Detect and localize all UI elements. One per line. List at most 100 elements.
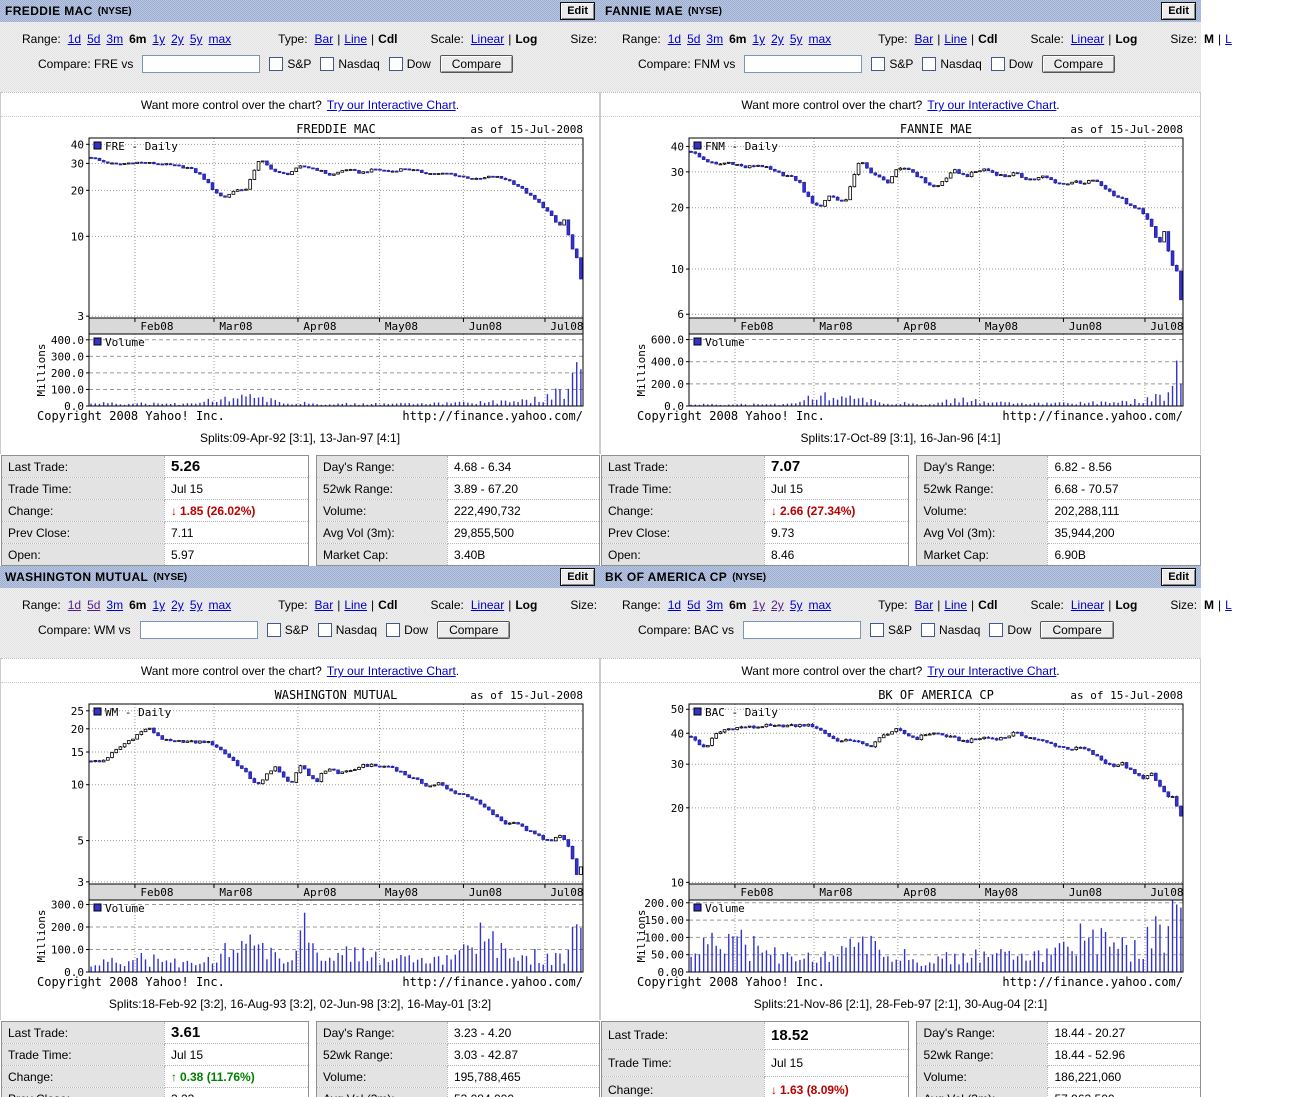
chart-controls: Range: 1d 5d 3m 6m 1y 2y 5y max Type: Bar | Line |…: [600, 22, 1232, 92]
checkbox-sp[interactable]: [870, 623, 885, 637]
size-options: M|L: [1201, 32, 1235, 46]
chart-options-row: Range: 1d 5d 3m 6m 1y 2y 5y max Type: Bar | Line |…: [0, 596, 632, 612]
checkbox-nasdaq[interactable]: [921, 623, 936, 637]
compare-button[interactable]: Compare: [1040, 621, 1114, 639]
interactive-chart-link[interactable]: Try our Interactive Chart: [326, 98, 456, 112]
chart-options-row: Range: 1d 5d 3m 6m 1y 2y 5y max Type: Bar | Line |…: [600, 30, 1232, 46]
range-option-2y[interactable]: 2y: [171, 32, 184, 46]
compare-input[interactable]: [744, 55, 863, 73]
interactive-chart-link[interactable]: Try our Interactive Chart: [927, 98, 1057, 112]
range-option-5d[interactable]: 5d: [87, 32, 101, 46]
range-group: Range: 1d 5d 3m 6m 1y 2y 5y max: [622, 32, 834, 46]
scale-options: Linear | Log: [1068, 32, 1140, 46]
compare-input[interactable]: [142, 55, 261, 73]
range-options: 1d 5d 3m 6m 1y 2y 5y max: [665, 598, 834, 612]
range-option-3m[interactable]: 3m: [106, 598, 124, 612]
scale-option-linear[interactable]: Linear: [470, 32, 505, 46]
checkbox-dow[interactable]: [990, 57, 1005, 71]
range-option-5d[interactable]: 5d: [687, 598, 701, 612]
quote-label: Market Cap:: [322, 547, 389, 562]
interactive-chart-promo: Want more control over the chart? Try our…: [601, 658, 1200, 683]
interactive-chart-link[interactable]: Try our Interactive Chart: [927, 664, 1057, 678]
range-option-max[interactable]: max: [808, 598, 832, 612]
checkbox-item: Nasdaq: [921, 623, 980, 637]
range-option-5y[interactable]: 5y: [789, 598, 803, 612]
range-option-3m[interactable]: 3m: [106, 32, 124, 46]
range-option-3m[interactable]: 3m: [706, 598, 724, 612]
svg-text:WM - Daily: WM - Daily: [105, 706, 172, 719]
exchange-label: (NYSE): [97, 5, 132, 17]
scale-option-linear[interactable]: Linear: [1070, 32, 1105, 46]
type-option-line[interactable]: Line: [344, 32, 368, 46]
range-option-2y[interactable]: 2y: [771, 598, 784, 612]
quote-label: Market Cap:: [923, 547, 989, 562]
range-option-5y[interactable]: 5y: [789, 32, 803, 46]
range-option-1d[interactable]: 1d: [667, 598, 682, 612]
type-option-bar[interactable]: Bar: [914, 32, 934, 46]
compare-button[interactable]: Compare: [439, 55, 514, 73]
compare-button[interactable]: Compare: [437, 621, 511, 639]
type-option-line[interactable]: Line: [344, 598, 368, 612]
range-option-1y[interactable]: 1y: [752, 32, 766, 46]
compare-input[interactable]: [139, 621, 258, 639]
checkbox-dow[interactable]: [386, 623, 401, 637]
splits-info: Splits:17-Oct-89 [3:1], 16-Jan-96 [4:1]: [800, 431, 1001, 445]
range-option-1y[interactable]: 1y: [152, 32, 166, 46]
compare-input[interactable]: [743, 621, 862, 639]
range-option-1d[interactable]: 1d: [67, 32, 82, 46]
scale-group: Scale: Linear | Log: [1031, 32, 1141, 46]
range-option-1y[interactable]: 1y: [152, 598, 166, 612]
interactive-chart-link[interactable]: Try our Interactive Chart: [326, 664, 456, 678]
down-arrow-icon: ↓: [771, 1083, 777, 1097]
svg-text:30: 30: [671, 166, 684, 179]
edit-button[interactable]: Edit: [1161, 2, 1196, 20]
type-option-line[interactable]: Line: [944, 598, 968, 612]
edit-button[interactable]: Edit: [560, 568, 595, 586]
separator: |: [1218, 598, 1222, 612]
range-option-5y[interactable]: 5y: [189, 32, 203, 46]
range-option-max[interactable]: max: [208, 32, 232, 46]
range-option-3m[interactable]: 3m: [706, 32, 724, 46]
compare-button[interactable]: Compare: [1041, 55, 1116, 73]
range-option-1y[interactable]: 1y: [752, 598, 766, 612]
checkbox-sp[interactable]: [871, 57, 886, 71]
edit-button[interactable]: Edit: [560, 2, 595, 20]
checkbox-sp[interactable]: [266, 623, 281, 637]
svg-text:Apr08: Apr08: [903, 886, 936, 899]
scale-option-linear[interactable]: Linear: [470, 598, 505, 612]
range-option-max[interactable]: max: [808, 32, 832, 46]
checkbox-dow[interactable]: [388, 57, 403, 71]
quote-row: Change: ↓ 1.85 (26.02%): [1, 499, 309, 522]
size-option-l[interactable]: L: [1225, 598, 1232, 612]
checkbox-nasdaq[interactable]: [317, 623, 332, 637]
svg-text:20: 20: [71, 184, 84, 197]
type-option-bar[interactable]: Bar: [914, 598, 934, 612]
range-option-5y[interactable]: 5y: [189, 598, 203, 612]
range-option-max[interactable]: max: [208, 598, 232, 612]
checkbox-dow[interactable]: [989, 623, 1004, 637]
scale-label: Scale:: [430, 598, 464, 612]
checkbox-label: S&P: [888, 623, 913, 637]
edit-button[interactable]: Edit: [1161, 568, 1196, 586]
range-option-1d[interactable]: 1d: [67, 598, 82, 612]
checkbox-nasdaq[interactable]: [320, 57, 335, 71]
quote-row: Prev Close: 3.23: [1, 1087, 309, 1097]
size-option-l[interactable]: L: [1225, 32, 1232, 46]
range-option-2y[interactable]: 2y: [771, 32, 784, 46]
type-option-line[interactable]: Line: [944, 32, 968, 46]
quote-value: 6.68 - 70.57: [1054, 481, 1119, 496]
checkbox-label: Dow: [1008, 57, 1033, 71]
range-option-5d[interactable]: 5d: [687, 32, 701, 46]
svg-text:50.00: 50.00: [651, 949, 684, 962]
checkbox-sp[interactable]: [269, 57, 284, 71]
type-option-bar[interactable]: Bar: [314, 598, 334, 612]
svg-text:http://finance.yahoo.com/: http://finance.yahoo.com/: [402, 975, 583, 989]
range-option-2y[interactable]: 2y: [171, 598, 184, 612]
scale-option-linear[interactable]: Linear: [1070, 598, 1105, 612]
range-option-1d[interactable]: 1d: [667, 32, 682, 46]
range-option-5d[interactable]: 5d: [87, 598, 101, 612]
type-option-cdl: Cdl: [978, 32, 998, 46]
separator: |: [508, 32, 512, 46]
type-option-bar[interactable]: Bar: [314, 32, 334, 46]
checkbox-nasdaq[interactable]: [922, 57, 937, 71]
